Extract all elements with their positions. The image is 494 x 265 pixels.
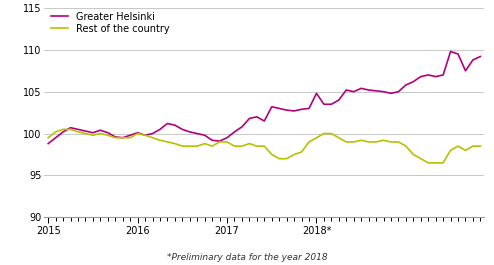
Greater Helsinki: [157, 128, 163, 131]
Greater Helsinki: [45, 142, 51, 145]
Greater Helsinki: [448, 50, 453, 53]
Rest of the country: [97, 132, 103, 135]
Rest of the country: [45, 136, 51, 139]
Rest of the country: [477, 144, 483, 148]
Rest of the country: [425, 161, 431, 165]
Greater Helsinki: [112, 135, 118, 139]
Greater Helsinki: [90, 131, 96, 134]
Rest of the country: [120, 136, 125, 139]
Rest of the country: [366, 140, 371, 144]
Text: *Preliminary data for the year 2018: *Preliminary data for the year 2018: [166, 253, 328, 262]
Rest of the country: [276, 157, 282, 160]
Greater Helsinki: [269, 105, 275, 108]
Greater Helsinki: [60, 130, 66, 134]
Greater Helsinki: [477, 55, 483, 58]
Rest of the country: [165, 140, 170, 144]
Line: Rest of the country: Rest of the country: [48, 129, 480, 163]
Line: Greater Helsinki: Greater Helsinki: [48, 51, 480, 144]
Rest of the country: [68, 128, 74, 131]
Rest of the country: [60, 128, 66, 131]
Legend: Greater Helsinki, Rest of the country: Greater Helsinki, Rest of the country: [49, 10, 171, 36]
Greater Helsinki: [358, 87, 364, 90]
